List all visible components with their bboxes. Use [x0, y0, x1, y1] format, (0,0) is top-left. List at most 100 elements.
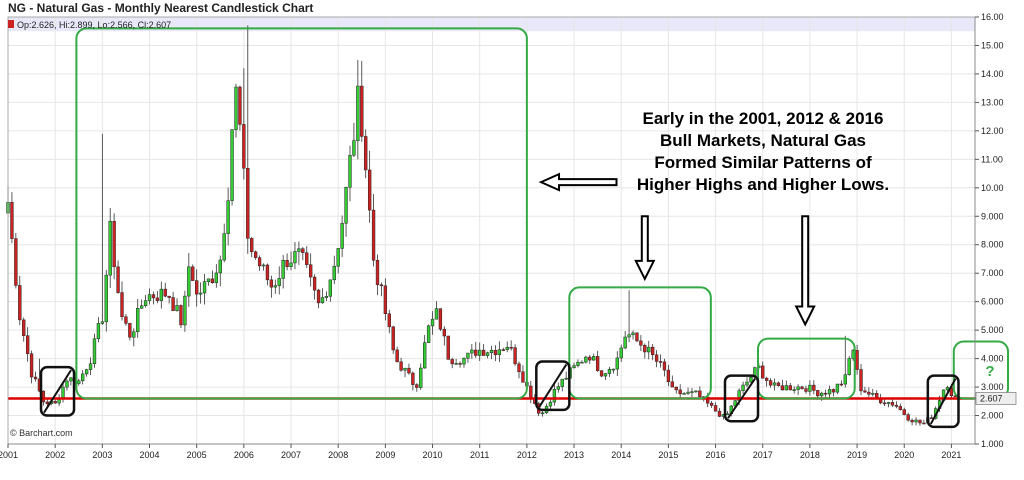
candle-body: [509, 347, 513, 349]
candle-body: [253, 251, 258, 258]
candle-body: [470, 349, 474, 354]
candle-body: [147, 294, 152, 301]
candle-body: [316, 289, 321, 304]
candle-body: [218, 259, 222, 274]
candle-body: [466, 352, 470, 359]
candle-body: [18, 285, 22, 321]
candle-body: [548, 401, 553, 407]
candle-body: [922, 422, 926, 425]
candle-body: [493, 349, 498, 356]
y-tick-label: 6.000: [981, 297, 1004, 307]
x-tick-label: 2015: [658, 450, 678, 460]
candle-body: [305, 252, 309, 265]
candle-body: [529, 385, 533, 399]
pattern-trendline: [929, 378, 957, 425]
candle-body: [749, 377, 753, 383]
candle-body: [143, 300, 148, 306]
pattern-trendline: [727, 378, 756, 419]
candle-body: [804, 388, 808, 392]
candle-body: [430, 318, 435, 327]
candle-body: [273, 285, 277, 288]
x-tick-label: 2005: [187, 450, 207, 460]
candle-body: [383, 285, 388, 315]
candle-body: [65, 380, 69, 388]
green-range-box: [757, 337, 856, 400]
candle-body: [599, 370, 604, 377]
candle-body: [187, 266, 191, 297]
left-arrow: [538, 172, 618, 192]
last-value-label: 2.607: [980, 393, 1003, 403]
y-tick-label: 12.00: [981, 126, 1004, 136]
candle-body: [666, 369, 671, 383]
candle-body: [580, 361, 584, 364]
candle-body: [725, 413, 730, 416]
candle-body: [816, 390, 820, 397]
candle-body: [560, 378, 564, 387]
candle-body: [395, 349, 399, 363]
candle-body: [242, 124, 246, 169]
candle-body: [69, 377, 73, 382]
candle-body: [120, 292, 124, 318]
candle-body: [611, 368, 616, 371]
candle-body: [690, 391, 694, 393]
candle-body: [155, 297, 160, 301]
candle-body: [906, 414, 910, 421]
candle-body: [800, 386, 804, 389]
candle-body: [867, 391, 871, 395]
candle-body: [222, 233, 226, 261]
candle-body: [647, 346, 651, 353]
candle-body: [584, 356, 588, 363]
candle-body: [434, 308, 439, 320]
candle-body: [694, 390, 698, 393]
x-tick-label: 2008: [328, 450, 348, 460]
candle-body: [387, 313, 391, 328]
candle-body: [415, 384, 419, 388]
x-tick-label: 2006: [234, 450, 254, 460]
candle-body: [391, 326, 395, 351]
candle-body: [808, 384, 812, 392]
candle-body: [281, 260, 285, 279]
candle-body: [462, 357, 466, 365]
candle-body: [367, 169, 372, 211]
candle-body: [379, 284, 384, 287]
candle-body: [183, 295, 187, 326]
candle-body: [324, 295, 329, 298]
candle-body: [446, 335, 450, 360]
candle-body: [41, 390, 46, 403]
candle-body: [10, 202, 14, 239]
candle-body: [25, 335, 30, 355]
candle-body: [124, 316, 128, 324]
candle-body: [588, 356, 592, 361]
candle-body: [328, 279, 332, 297]
y-tick-label: 13.00: [981, 97, 1004, 107]
candle-body: [615, 357, 619, 370]
y-tick-label: 14.00: [981, 69, 1004, 79]
candle-body: [914, 419, 918, 423]
candle-body: [576, 361, 580, 366]
candle-body: [643, 345, 647, 353]
candle-body: [839, 383, 844, 386]
candle-body: [265, 264, 270, 281]
candle-body: [198, 292, 203, 295]
candle-body: [501, 349, 505, 351]
candle-body: [257, 257, 262, 267]
candle-body: [863, 390, 867, 393]
candle-body: [945, 387, 950, 391]
x-tick-label: 2017: [753, 450, 773, 460]
x-tick-label: 2009: [375, 450, 395, 460]
candle-body: [29, 353, 34, 378]
candle-body: [293, 251, 297, 264]
candle-body: [776, 382, 781, 386]
candle-body: [812, 384, 816, 391]
candle-body: [706, 396, 710, 404]
candle-body: [835, 383, 840, 393]
candle-body: [77, 380, 81, 384]
candle-body: [360, 85, 364, 137]
candle-body: [918, 419, 922, 424]
candle-body: [709, 402, 714, 406]
chart-title: NG - Natural Gas - Monthly Nearest Candl…: [8, 1, 313, 15]
candle-body: [831, 389, 836, 393]
x-tick-label: 2020: [894, 450, 914, 460]
x-tick-label: 2004: [139, 450, 159, 460]
